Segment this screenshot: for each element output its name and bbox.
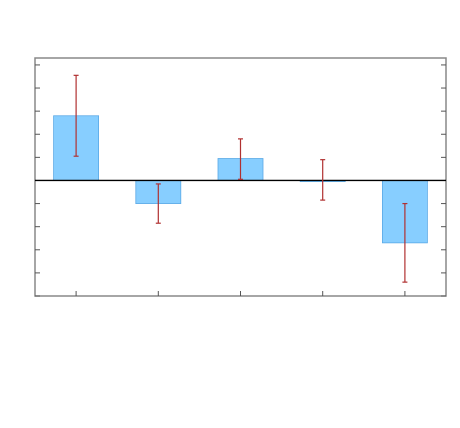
plot-area (34, 57, 447, 297)
